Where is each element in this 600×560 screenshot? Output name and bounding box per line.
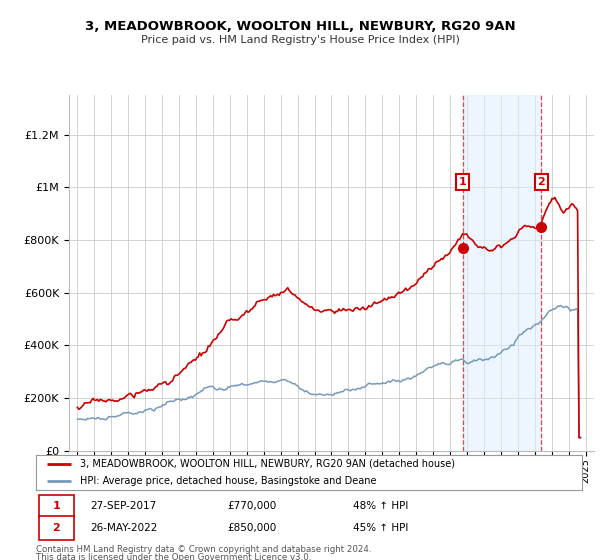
Text: 3, MEADOWBROOK, WOOLTON HILL, NEWBURY, RG20 9AN (detached house): 3, MEADOWBROOK, WOOLTON HILL, NEWBURY, R… xyxy=(80,459,455,469)
Text: 26-MAY-2022: 26-MAY-2022 xyxy=(91,522,158,533)
Text: 1: 1 xyxy=(52,501,60,511)
Text: 3, MEADOWBROOK, WOOLTON HILL, NEWBURY, RG20 9AN: 3, MEADOWBROOK, WOOLTON HILL, NEWBURY, R… xyxy=(85,20,515,32)
Text: 48% ↑ HPI: 48% ↑ HPI xyxy=(353,501,408,511)
Text: Contains HM Land Registry data © Crown copyright and database right 2024.: Contains HM Land Registry data © Crown c… xyxy=(36,545,371,554)
Text: 2: 2 xyxy=(52,522,60,533)
FancyBboxPatch shape xyxy=(39,494,74,519)
Text: £770,000: £770,000 xyxy=(227,501,277,511)
Text: 27-SEP-2017: 27-SEP-2017 xyxy=(91,501,157,511)
FancyBboxPatch shape xyxy=(39,516,74,540)
Text: 2: 2 xyxy=(538,177,545,187)
Text: HPI: Average price, detached house, Basingstoke and Deane: HPI: Average price, detached house, Basi… xyxy=(80,476,376,486)
Text: 45% ↑ HPI: 45% ↑ HPI xyxy=(353,522,408,533)
Text: £850,000: £850,000 xyxy=(227,522,277,533)
Text: 1: 1 xyxy=(459,177,467,187)
Text: This data is licensed under the Open Government Licence v3.0.: This data is licensed under the Open Gov… xyxy=(36,553,311,560)
Bar xyxy=(463,95,541,451)
Text: Price paid vs. HM Land Registry's House Price Index (HPI): Price paid vs. HM Land Registry's House … xyxy=(140,35,460,45)
